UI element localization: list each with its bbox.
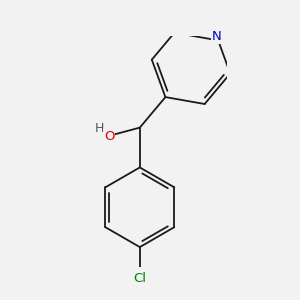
Text: Cl: Cl <box>133 272 146 285</box>
Text: N: N <box>212 30 221 43</box>
Text: H: H <box>95 122 104 135</box>
Text: O: O <box>104 130 114 143</box>
